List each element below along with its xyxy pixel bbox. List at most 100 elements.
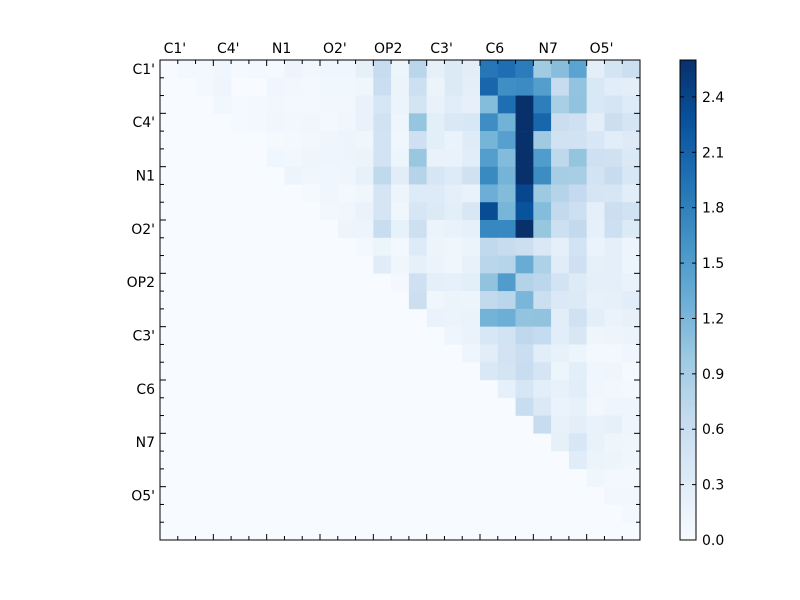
heatmap-cell	[480, 273, 499, 292]
heatmap-cell	[533, 308, 552, 327]
heatmap-cell	[444, 95, 463, 114]
heatmap-cell	[604, 326, 623, 345]
heatmap-cell	[533, 60, 552, 79]
heatmap-cell	[391, 95, 410, 114]
heatmap-cell	[302, 166, 321, 185]
heatmap-cell	[355, 77, 374, 96]
x-tick-label: C6	[486, 41, 505, 57]
heatmap-cell	[248, 60, 267, 79]
heatmap-cell	[515, 148, 534, 167]
heatmap-cell	[551, 415, 570, 434]
heatmap-cell	[533, 344, 552, 363]
heatmap-cell	[551, 113, 570, 132]
heatmap-cell	[426, 308, 445, 327]
heatmap-cell	[568, 166, 587, 185]
heatmap-cell	[497, 184, 516, 203]
heatmap-cell	[586, 397, 605, 416]
heatmap-cell	[462, 166, 481, 185]
heatmap-cell	[515, 362, 534, 381]
heatmap-cell	[408, 60, 427, 79]
heatmap-cell	[444, 326, 463, 345]
colorbar: 0.0 0.3 0.6 0.9 1.2 1.5 1.8 2.1 2.4	[679, 59, 724, 549]
heatmap-cell	[426, 273, 445, 292]
heatmap-cell	[515, 308, 534, 327]
heatmap-cell	[568, 326, 587, 345]
heatmap-cell	[373, 184, 392, 203]
x-tick-label: N7	[539, 41, 558, 57]
heatmap-cell	[426, 131, 445, 150]
heatmap-cell	[391, 220, 410, 239]
heatmap-cell	[302, 60, 321, 79]
heatmap-cell	[444, 291, 463, 310]
heatmap-cell	[622, 326, 641, 345]
heatmap-cell	[515, 113, 534, 132]
heatmap-cell	[302, 184, 321, 203]
heatmap-cell	[497, 148, 516, 167]
heatmap-cell	[551, 326, 570, 345]
heatmap-cell	[337, 113, 356, 132]
heatmap-cell	[480, 308, 499, 327]
heatmap-cell	[373, 148, 392, 167]
heatmap-cell	[515, 397, 534, 416]
heatmap-cell	[586, 202, 605, 221]
heatmap-cell	[586, 95, 605, 114]
heatmap-cell	[586, 326, 605, 345]
heatmap-cell	[177, 60, 196, 79]
heatmap-cell	[551, 184, 570, 203]
heatmap-cell	[266, 60, 285, 79]
heatmap-cell	[408, 77, 427, 96]
heatmap-cell	[622, 504, 641, 523]
heatmap-cell	[586, 237, 605, 256]
heatmap-cell	[497, 326, 516, 345]
heatmap-cell	[568, 344, 587, 363]
heatmap-cell	[391, 60, 410, 79]
heatmap-cell	[462, 113, 481, 132]
heatmap-cell	[408, 202, 427, 221]
heatmap-cell	[604, 380, 623, 399]
heatmap-cell	[213, 60, 232, 79]
heatmap-cell	[337, 131, 356, 150]
heatmap-cell	[622, 486, 641, 505]
x-tick-label: N1	[272, 41, 291, 57]
heatmap-cell	[284, 113, 303, 132]
heatmap-cell	[444, 273, 463, 292]
heatmap-cell	[284, 131, 303, 150]
heatmap-cell	[373, 166, 392, 185]
heatmap-cell	[284, 77, 303, 96]
heatmap-cell	[497, 60, 516, 79]
heatmap-cell	[604, 113, 623, 132]
colorbar-tick-label: 2.1	[702, 145, 724, 161]
heatmap-cell	[497, 113, 516, 132]
heatmap-cell	[408, 184, 427, 203]
heatmap-cell	[426, 220, 445, 239]
heatmap-cell	[497, 95, 516, 114]
heatmap-cell	[355, 95, 374, 114]
heatmap-cell	[373, 220, 392, 239]
heatmap-cell	[462, 326, 481, 345]
heatmap-cell	[426, 237, 445, 256]
heatmap-cell	[462, 131, 481, 150]
heatmap-cell	[533, 113, 552, 132]
heatmap-cell	[586, 77, 605, 96]
heatmap-cell	[480, 148, 499, 167]
heatmap-cell	[604, 344, 623, 363]
heatmap-cell	[586, 451, 605, 470]
heatmap-cell	[462, 77, 481, 96]
heatmap-cell	[515, 131, 534, 150]
heatmap-cell	[231, 113, 250, 132]
heatmap-cell	[586, 415, 605, 434]
heatmap-cell	[515, 60, 534, 79]
heatmap-cell	[551, 273, 570, 292]
heatmap-cell	[444, 220, 463, 239]
colorbar-tick-label: 0.3	[702, 478, 724, 494]
heatmap-cell	[408, 255, 427, 274]
heatmap-cell	[266, 77, 285, 96]
heatmap-cell	[515, 380, 534, 399]
heatmap-cell	[408, 291, 427, 310]
heatmap-cell	[480, 326, 499, 345]
heatmap-cell	[480, 237, 499, 256]
heatmap-cell	[337, 220, 356, 239]
heatmap-cell	[604, 166, 623, 185]
heatmap-cell	[568, 291, 587, 310]
heatmap-cell	[551, 433, 570, 452]
